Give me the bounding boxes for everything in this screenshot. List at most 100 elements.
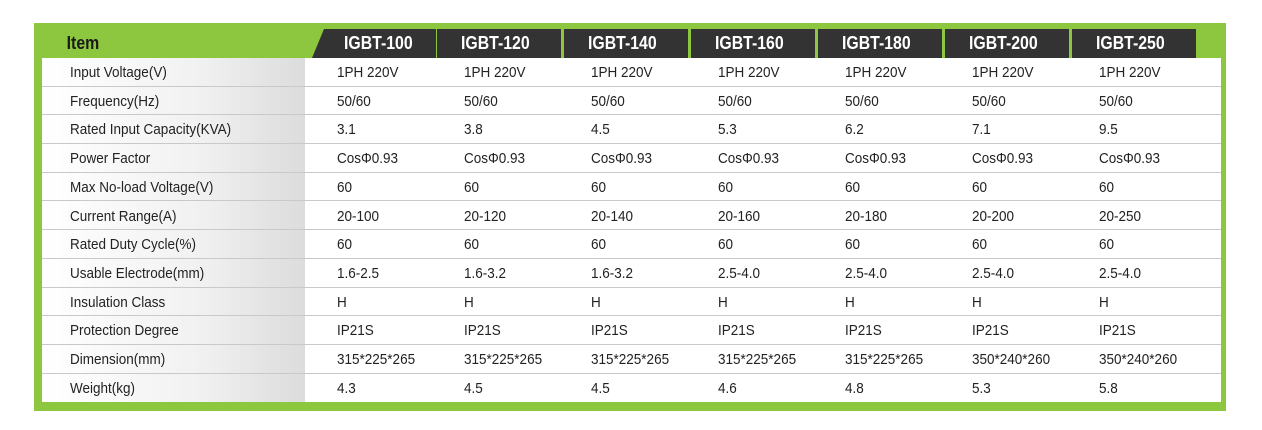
value-cell-text: 50/60 [972, 92, 1006, 110]
value-cell: IP21S [1099, 316, 1140, 344]
value-cell-text: IP21S [591, 322, 628, 340]
value-cell-text: 50/60 [337, 92, 371, 110]
value-cell: H [464, 288, 475, 316]
value-cell-text: CosΦ0.93 [718, 150, 780, 168]
value-cell-text: 5.3 [718, 121, 737, 139]
table-row: Rated Duty Cycle(%) 60 60 60 60 60 60 60 [42, 230, 1221, 259]
table-row: Usable Electrode(mm) 1.6-2.5 1.6-3.2 1.6-3.… [42, 259, 1221, 288]
model-header-igbt-180: IGBT-180 [818, 29, 942, 58]
value-cell: 1PH 220V [337, 58, 405, 86]
value-cell: 60 [718, 230, 735, 258]
value-cell: 2.5-4.0 [972, 259, 1019, 287]
value-cell: 1.6-2.5 [337, 259, 384, 287]
model-header-igbt-160: IGBT-160 [691, 29, 815, 58]
value-cell-text: 50/60 [464, 92, 498, 110]
value-cell-text: 315*225*265 [337, 351, 416, 368]
value-cell: 60 [464, 230, 481, 258]
row-label-text: Weight(kg) [70, 379, 136, 397]
value-cell: 60 [464, 173, 481, 201]
value-cell: 2.5-4.0 [1099, 259, 1146, 287]
value-cell-text: 1PH 220V [464, 64, 526, 81]
row-label: Input Voltage(V) [70, 58, 178, 86]
value-cell: 4.3 [337, 374, 358, 402]
value-cell-text: 4.8 [845, 379, 864, 397]
row-label-text: Input Voltage(V) [70, 64, 167, 81]
row-label: Insulation Class [70, 288, 176, 316]
value-cell: 60 [1099, 230, 1116, 258]
model-header-label: IGBT-250 [1096, 33, 1165, 53]
value-cell-text: 20-180 [845, 207, 888, 225]
value-cell-text: 60 [591, 178, 607, 196]
value-cell: CosΦ0.93 [1099, 144, 1167, 172]
value-cell-text: 50/60 [1099, 92, 1133, 110]
table-row: Insulation Class H H H H H H H [42, 288, 1221, 317]
value-cell: 20-200 [972, 202, 1019, 230]
value-cell-text: 60 [718, 236, 734, 254]
value-cell-text: 2.5-4.0 [972, 264, 1015, 282]
value-cell-text: 4.5 [464, 379, 483, 397]
value-cell-text: 1PH 220V [1099, 64, 1161, 81]
value-cell-text: 2.5-4.0 [1099, 264, 1142, 282]
value-cell: 20-140 [591, 202, 638, 230]
value-cell-text: H [464, 293, 474, 311]
value-cell-text: 60 [591, 236, 607, 254]
value-cell: 315*225*265 [591, 345, 678, 373]
value-cell: 5.8 [1099, 374, 1120, 402]
table-header-row: Item IGBT-100 IGBT-120 IGBT-140 IGBT-160 IGB… [42, 29, 1221, 58]
value-cell-text: H [1099, 293, 1109, 311]
value-cell-text: 1PH 220V [337, 64, 399, 81]
value-cell: IP21S [718, 316, 759, 344]
model-header-igbt-200: IGBT-200 [945, 29, 1069, 58]
value-cell-text: 60 [464, 178, 480, 196]
value-cell-text: 20-250 [1099, 207, 1142, 225]
value-cell-text: 2.5-4.0 [718, 264, 761, 282]
value-cell-text: 315*225*265 [845, 351, 924, 368]
value-cell-text: CosΦ0.93 [845, 150, 907, 168]
value-cell: 315*225*265 [845, 345, 932, 373]
spec-table: Item IGBT-100 IGBT-120 IGBT-140 IGBT-160 IGB… [42, 29, 1221, 402]
value-cell-text: 60 [337, 236, 353, 254]
value-cell-text: 2.5-4.0 [845, 264, 888, 282]
value-cell-text: 350*240*260 [972, 351, 1051, 368]
table-row: Protection Degree IP21S IP21S IP21S IP21S IP2… [42, 316, 1221, 345]
value-cell: 7.1 [972, 115, 993, 143]
value-cell: 60 [591, 173, 608, 201]
value-cell: 20-100 [337, 202, 384, 230]
row-label-text: Protection Degree [70, 322, 179, 340]
value-cell-text: CosΦ0.93 [591, 150, 653, 168]
value-cell-text: H [972, 293, 982, 311]
value-cell-text: IP21S [972, 322, 1009, 340]
row-label-text: Insulation Class [70, 293, 166, 311]
value-cell: 350*240*260 [1099, 345, 1186, 373]
value-cell-text: CosΦ0.93 [972, 150, 1034, 168]
value-cell: IP21S [845, 316, 886, 344]
value-cell-text: 20-140 [591, 207, 634, 225]
value-cell-text: 50/60 [591, 92, 625, 110]
value-cell-text: 60 [972, 236, 988, 254]
row-label-text: Rated Input Capacity(KVA) [70, 121, 232, 139]
value-cell: H [845, 288, 856, 316]
value-cell-text: 315*225*265 [591, 351, 670, 368]
table-row: Input Voltage(V) 1PH 220V 1PH 220V 1PH 220V… [42, 58, 1221, 87]
model-header-igbt-140: IGBT-140 [564, 29, 688, 58]
value-cell: 20-160 [718, 202, 765, 230]
value-cell-text: 1PH 220V [972, 64, 1034, 81]
value-cell: CosΦ0.93 [591, 144, 659, 172]
value-cell: 315*225*265 [718, 345, 805, 373]
value-cell-text: 60 [464, 236, 480, 254]
value-cell: 4.5 [591, 115, 612, 143]
value-cell-text: IP21S [1099, 322, 1136, 340]
value-cell: 4.5 [591, 374, 612, 402]
value-cell-text: CosΦ0.93 [464, 150, 526, 168]
row-label-text: Dimension(mm) [70, 351, 166, 368]
value-cell-text: 1.6-3.2 [464, 264, 507, 282]
value-cell: 60 [845, 230, 862, 258]
value-cell: CosΦ0.93 [845, 144, 913, 172]
table-row: Dimension(mm) 315*225*265 315*225*265 315*2… [42, 345, 1221, 374]
row-label: Current Range(A) [70, 202, 188, 230]
value-cell: 4.8 [845, 374, 866, 402]
table-row: Power Factor CosΦ0.93 CosΦ0.93 CosΦ0.93 CosΦ… [42, 144, 1221, 173]
value-cell-text: 50/60 [845, 92, 879, 110]
value-cell-text: 1PH 220V [591, 64, 653, 81]
row-label: Max No-load Voltage(V) [70, 173, 229, 201]
